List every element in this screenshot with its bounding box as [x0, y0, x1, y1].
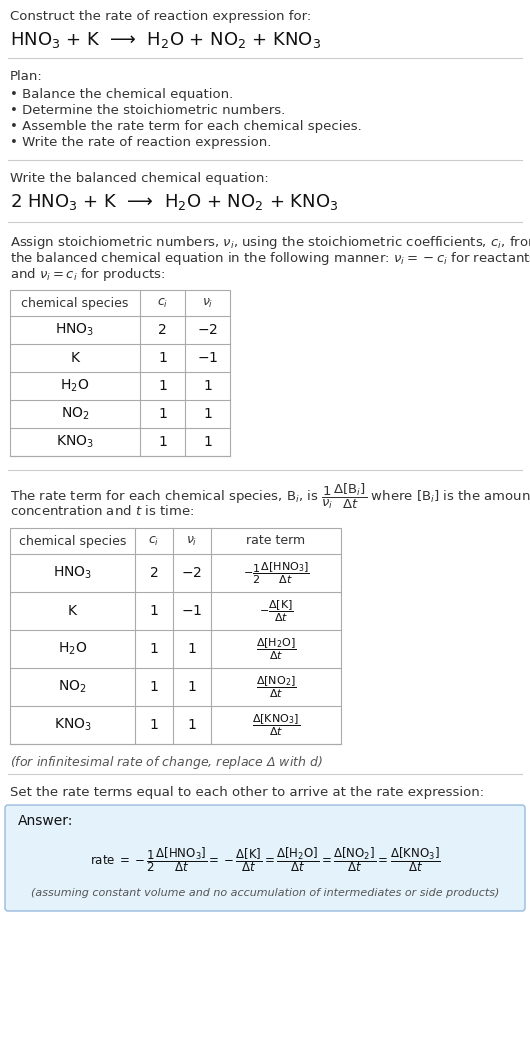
- Text: 1: 1: [158, 379, 167, 393]
- Text: $\dfrac{\Delta[\mathrm{H_2O}]}{\Delta t}$: $\dfrac{\Delta[\mathrm{H_2O}]}{\Delta t}…: [255, 636, 296, 662]
- Text: concentration and $t$ is time:: concentration and $t$ is time:: [10, 504, 194, 518]
- Text: • Assemble the rate term for each chemical species.: • Assemble the rate term for each chemic…: [10, 120, 362, 133]
- Text: 1: 1: [158, 407, 167, 420]
- Text: rate $= -\dfrac{1}{2}\dfrac{\Delta[\mathrm{HNO_3}]}{\Delta t} = -\dfrac{\Delta[\: rate $= -\dfrac{1}{2}\dfrac{\Delta[\math…: [90, 845, 440, 874]
- Text: $c_i$: $c_i$: [157, 296, 168, 310]
- Text: chemical species: chemical species: [19, 535, 126, 547]
- FancyBboxPatch shape: [5, 805, 525, 911]
- Text: HNO$_3$: HNO$_3$: [55, 322, 95, 338]
- Text: • Write the rate of reaction expression.: • Write the rate of reaction expression.: [10, 136, 271, 149]
- Text: 2: 2: [158, 323, 167, 337]
- Text: 1: 1: [188, 680, 197, 693]
- Text: 1: 1: [203, 407, 212, 420]
- Text: Answer:: Answer:: [18, 814, 73, 828]
- Bar: [10, 290, 230, 456]
- Text: NO$_2$: NO$_2$: [60, 406, 90, 423]
- Text: 1: 1: [149, 680, 158, 693]
- Text: KNO$_3$: KNO$_3$: [56, 434, 94, 450]
- Text: $-\dfrac{\Delta[\mathrm{K}]}{\Delta t}$: $-\dfrac{\Delta[\mathrm{K}]}{\Delta t}$: [259, 598, 294, 623]
- Text: 2: 2: [149, 566, 158, 579]
- Text: $c_i$: $c_i$: [148, 535, 160, 547]
- Text: $\dfrac{\Delta[\mathrm{KNO_3}]}{\Delta t}$: $\dfrac{\Delta[\mathrm{KNO_3}]}{\Delta t…: [252, 712, 300, 737]
- Text: K: K: [70, 351, 80, 365]
- Text: $-2$: $-2$: [197, 323, 218, 337]
- Text: 1: 1: [149, 642, 158, 656]
- Text: (assuming constant volume and no accumulation of intermediates or side products): (assuming constant volume and no accumul…: [31, 888, 499, 899]
- Text: (for infinitesimal rate of change, replace Δ with $d$): (for infinitesimal rate of change, repla…: [10, 754, 323, 771]
- Text: 1: 1: [158, 435, 167, 449]
- Text: 1: 1: [149, 718, 158, 732]
- Text: • Balance the chemical equation.: • Balance the chemical equation.: [10, 88, 233, 101]
- Text: rate term: rate term: [246, 535, 306, 547]
- Text: $-1$: $-1$: [181, 604, 202, 618]
- Text: NO$_2$: NO$_2$: [58, 679, 87, 696]
- Text: H$_2$O: H$_2$O: [60, 378, 90, 394]
- Text: KNO$_3$: KNO$_3$: [54, 717, 92, 733]
- Text: 1: 1: [188, 718, 197, 732]
- Text: $\dfrac{\Delta[\mathrm{NO_2}]}{\Delta t}$: $\dfrac{\Delta[\mathrm{NO_2}]}{\Delta t}…: [255, 675, 296, 700]
- Text: HNO$_3$: HNO$_3$: [53, 565, 92, 582]
- Text: chemical species: chemical species: [21, 296, 129, 310]
- Text: • Determine the stoichiometric numbers.: • Determine the stoichiometric numbers.: [10, 104, 285, 117]
- Text: Write the balanced chemical equation:: Write the balanced chemical equation:: [10, 172, 269, 185]
- Text: 1: 1: [158, 351, 167, 365]
- Text: 1: 1: [188, 642, 197, 656]
- Text: $-2$: $-2$: [181, 566, 202, 579]
- Text: Assign stoichiometric numbers, $\nu_i$, using the stoichiometric coefficients, $: Assign stoichiometric numbers, $\nu_i$, …: [10, 234, 530, 251]
- Text: 1: 1: [203, 435, 212, 449]
- Text: $\nu_i$: $\nu_i$: [187, 535, 198, 547]
- Text: and $\nu_i = c_i$ for products:: and $\nu_i = c_i$ for products:: [10, 266, 165, 283]
- Text: the balanced chemical equation in the following manner: $\nu_i = -c_i$ for react: the balanced chemical equation in the fo…: [10, 250, 530, 267]
- Bar: [10, 528, 341, 744]
- Text: 1: 1: [149, 604, 158, 618]
- Text: K: K: [68, 604, 77, 618]
- Text: The rate term for each chemical species, B$_i$, is $\dfrac{1}{\nu_i}\dfrac{\Delt: The rate term for each chemical species,…: [10, 482, 530, 511]
- Text: Plan:: Plan:: [10, 70, 43, 83]
- Text: Set the rate terms equal to each other to arrive at the rate expression:: Set the rate terms equal to each other t…: [10, 786, 484, 799]
- Text: HNO$_3$ + K  ⟶  H$_2$O + NO$_2$ + KNO$_3$: HNO$_3$ + K ⟶ H$_2$O + NO$_2$ + KNO$_3$: [10, 30, 321, 50]
- Text: 1: 1: [203, 379, 212, 393]
- Text: $-\dfrac{1}{2}\dfrac{\Delta[\mathrm{HNO_3}]}{\Delta t}$: $-\dfrac{1}{2}\dfrac{\Delta[\mathrm{HNO_…: [243, 561, 310, 586]
- Text: $\nu_i$: $\nu_i$: [202, 296, 213, 310]
- Text: $-1$: $-1$: [197, 351, 218, 365]
- Text: Construct the rate of reaction expression for:: Construct the rate of reaction expressio…: [10, 10, 311, 23]
- Text: 2 HNO$_3$ + K  ⟶  H$_2$O + NO$_2$ + KNO$_3$: 2 HNO$_3$ + K ⟶ H$_2$O + NO$_2$ + KNO$_3…: [10, 192, 338, 212]
- Text: H$_2$O: H$_2$O: [58, 641, 87, 657]
